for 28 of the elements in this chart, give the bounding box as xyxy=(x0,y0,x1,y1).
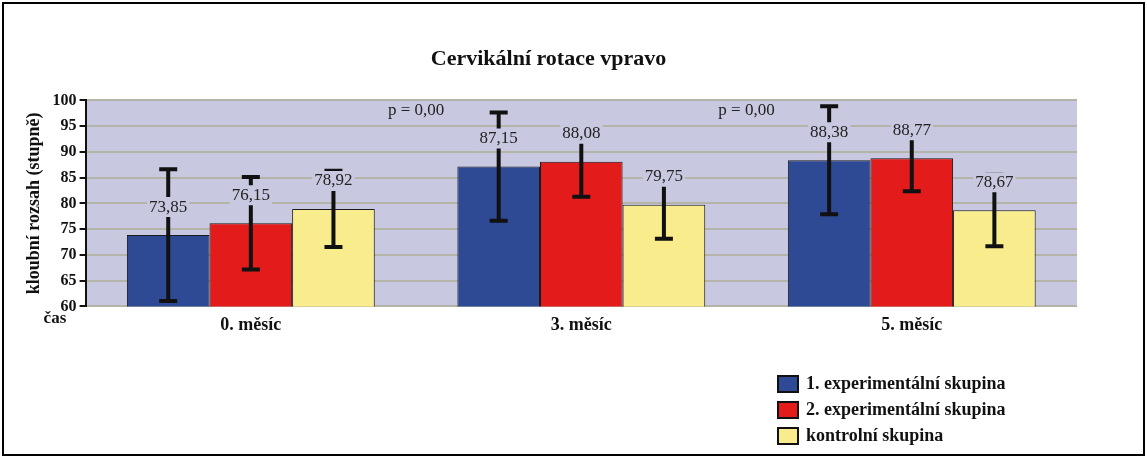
legend-label: 2. experimentální skupina xyxy=(806,398,1006,419)
data-label: 87,15 xyxy=(479,128,518,148)
y-tick-label: 70 xyxy=(60,245,77,263)
data-label: 78,92 xyxy=(314,170,353,190)
annotation: p = 0,00 xyxy=(387,100,445,120)
y-axis-title: kloubní rozsah (stupně) xyxy=(23,112,45,295)
legend-label: kontrolní skupina xyxy=(806,424,944,445)
y-tick-label: 60 xyxy=(60,296,77,314)
y-tick-label: 90 xyxy=(60,142,77,160)
data-label: 78,67 xyxy=(975,171,1015,191)
y-tick-label: 100 xyxy=(52,90,77,108)
x-tick-label: 3. měsíc xyxy=(550,313,612,334)
data-label: 79,75 xyxy=(644,166,684,186)
y-tick-label: 95 xyxy=(60,116,77,134)
data-label: 88,38 xyxy=(810,121,849,141)
x-tick-label: 0. měsíc xyxy=(220,313,282,334)
data-label: 76,15 xyxy=(231,184,270,204)
chart-title: Cervikální rotace vpravo xyxy=(430,44,667,70)
y-tick-label: 80 xyxy=(60,193,77,211)
data-label: 73,85 xyxy=(149,196,188,216)
x-tick-label: 5. měsíc xyxy=(881,313,943,334)
data-label: 88,77 xyxy=(892,119,932,139)
y-tick-label: 75 xyxy=(60,219,77,237)
annotation: p = 0,00 xyxy=(718,100,775,120)
data-label: 88,08 xyxy=(562,123,601,143)
legend-label: 1. experimentální skupina xyxy=(806,372,1006,393)
y-tick-label: 85 xyxy=(60,167,77,185)
y-tick-label: 65 xyxy=(60,270,77,288)
